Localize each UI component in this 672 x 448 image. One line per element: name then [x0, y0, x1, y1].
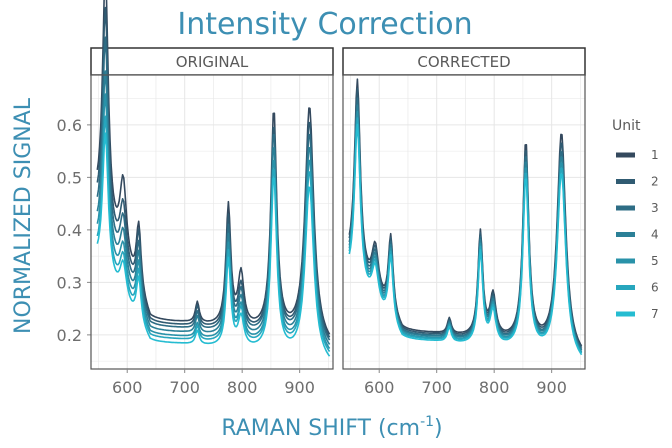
y-axis-label: NORMALIZED SIGNAL — [11, 97, 36, 334]
gridlines-corrected — [343, 75, 585, 369]
series-line-unit-5 — [96, 93, 331, 349]
strip-label-original: ORIGINAL — [176, 53, 249, 71]
chart-title: Intensity Correction — [177, 7, 472, 42]
legend-label-unit-2: 2 — [651, 175, 659, 189]
strip-corrected — [342, 47, 586, 76]
legend-label-unit-4: 4 — [651, 228, 659, 242]
x-tick-label: 600 — [364, 378, 395, 397]
panel-frame-corrected — [342, 74, 586, 370]
y-tick-label: 0.3 — [57, 273, 82, 292]
series-lines-corrected — [348, 78, 583, 356]
legend-title: Unit — [612, 118, 641, 134]
x-tick-label: 700 — [169, 378, 200, 397]
legend-label-unit-3: 3 — [651, 201, 659, 215]
strip-label-corrected: CORRECTED — [417, 53, 510, 71]
legend-label-unit-7: 7 — [651, 307, 659, 321]
x-tick-label: 800 — [227, 378, 258, 397]
series-line-unit-2 — [96, 6, 331, 338]
series-line-unit-7 — [348, 123, 583, 356]
x-tick-label: 900 — [284, 378, 315, 397]
x-tick-labels-original: 600 700 800 900 — [112, 369, 315, 397]
x-tick-label: 600 — [112, 378, 143, 397]
series-line-unit-4 — [96, 70, 331, 345]
panel-corrected: CORRECTED 600 700 800 900 — [342, 47, 586, 397]
series-line-unit-7 — [96, 132, 331, 357]
legend-label-unit-1: 1 — [651, 148, 659, 162]
y-tick-label: 0.4 — [57, 221, 82, 240]
legend-label-unit-6: 6 — [651, 281, 659, 295]
x-axis-label-sup: -1 — [420, 414, 434, 430]
legend-label-unit-5: 5 — [651, 254, 659, 268]
series-line-unit-3 — [96, 36, 331, 341]
x-tick-labels-corrected: 600 700 800 900 — [364, 369, 567, 397]
x-axis-label-close: ) — [434, 416, 443, 441]
series-line-unit-6 — [96, 115, 331, 352]
series-lines-original — [96, 0, 331, 357]
panel-frame-original — [90, 74, 334, 370]
panel-original: ORIGINAL 600 700 800 900 — [90, 0, 334, 397]
x-axis-label-main: RAMAN SHIFT (cm — [221, 416, 420, 441]
y-tick-label: 0.2 — [57, 326, 82, 345]
x-tick-label: 900 — [536, 378, 567, 397]
x-axis-label: RAMAN SHIFT (cm-1) — [221, 414, 442, 441]
legend: Unit 1 2 3 4 5 6 7 — [612, 118, 659, 321]
y-tick-label: 0.6 — [57, 116, 82, 135]
y-tick-labels: 0.2 0.3 0.4 0.5 0.6 — [57, 116, 91, 345]
x-tick-label: 800 — [479, 378, 510, 397]
plot-area-corrected — [343, 75, 585, 369]
strip-original — [90, 47, 334, 76]
y-tick-label: 0.5 — [57, 168, 82, 187]
x-tick-label: 700 — [421, 378, 452, 397]
